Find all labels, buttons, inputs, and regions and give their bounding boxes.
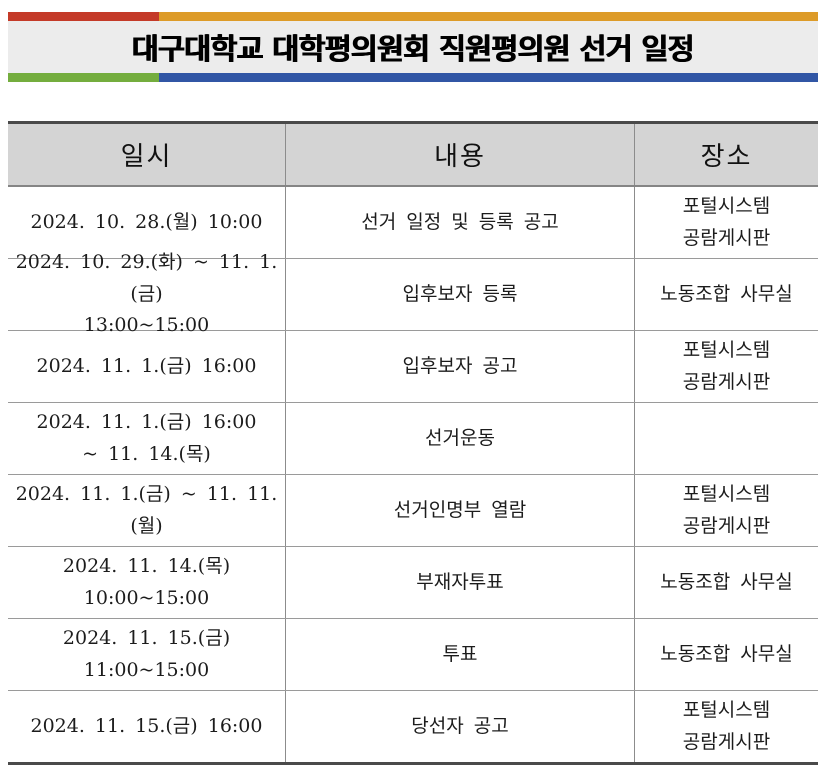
table-row: 2024. 11. 1.(금) 16:00 입후보자 공고 포털시스템 공람게시… xyxy=(8,331,818,403)
cell-location: 노동조합 사무실 xyxy=(660,282,793,305)
top-accent-bar xyxy=(8,12,818,21)
cell-content: 선거운동 xyxy=(286,403,635,474)
cell-datetime: 2024. 10. 28.(월) 10:00 xyxy=(8,187,286,258)
cell-content: 입후보자 등록 xyxy=(286,259,635,330)
cell-content: 선거인명부 열람 xyxy=(286,475,635,546)
table-row: 2024. 11. 14.(목) 10:00~15:00 부재자투표 노동조합 … xyxy=(8,547,818,619)
table-row: 2024. 11. 15.(금) 16:00 당선자 공고 포털시스템 공람게시… xyxy=(8,691,818,762)
cell-content: 입후보자 공고 xyxy=(286,331,635,402)
table-row: 2024. 11. 15.(금) 11:00~15:00 투표 노동조합 사무실 xyxy=(8,619,818,691)
table-row: 2024. 10. 29.(화) ~ 11. 1.(금) 13:00~15:00… xyxy=(8,251,818,336)
table-row: 2024. 11. 1.(금) ~ 11. 11.(월) 선거인명부 열람 포털… xyxy=(8,475,818,547)
title-band: 대구대학교 대학평의원회 직원평의원 선거 일정 xyxy=(8,21,818,73)
cell-location: 노동조합 사무실 xyxy=(660,642,793,665)
bottom-accent-bar xyxy=(8,73,818,82)
cell-datetime: 2024. 11. 14.(목) 10:00~15:00 xyxy=(8,547,286,618)
header-content: 내용 xyxy=(286,124,635,185)
cell-datetime: 2024. 11. 1.(금) 16:00 ~ 11. 14.(목) xyxy=(8,403,286,474)
cell-location: 포털시스템 공람게시판 xyxy=(682,195,771,249)
table-header-row: 일시 내용 장소 xyxy=(8,124,818,187)
election-schedule-table: 일시 내용 장소 2024. 10. 28.(월) 10:00 선거 일정 및 … xyxy=(8,121,818,765)
cell-content: 당선자 공고 xyxy=(286,691,635,762)
cell-location: 포털시스템 공람게시판 xyxy=(682,483,771,537)
cell-datetime: 2024. 11. 1.(금) ~ 11. 11.(월) xyxy=(8,475,286,546)
page-title: 대구대학교 대학평의원회 직원평의원 선거 일정 xyxy=(132,32,695,66)
cell-location xyxy=(635,403,818,474)
cell-content: 선거 일정 및 등록 공고 xyxy=(286,187,635,258)
top-accent-orange-segment xyxy=(159,12,818,21)
header-location: 장소 xyxy=(700,142,753,172)
cell-location: 포털시스템 공람게시판 xyxy=(682,699,771,753)
top-accent-red-segment xyxy=(8,12,159,21)
cell-datetime: 2024. 11. 15.(금) 16:00 xyxy=(8,691,286,762)
cell-datetime: 2024. 11. 15.(금) 11:00~15:00 xyxy=(8,619,286,690)
cell-datetime: 2024. 11. 1.(금) 16:00 xyxy=(8,331,286,402)
table-row: 2024. 10. 28.(월) 10:00 선거 일정 및 등록 공고 포털시… xyxy=(8,187,818,259)
table-row: 2024. 11. 1.(금) 16:00 ~ 11. 14.(목) 선거운동 xyxy=(8,403,818,475)
title-banner: 대구대학교 대학평의원회 직원평의원 선거 일정 xyxy=(8,12,818,82)
bottom-accent-green-segment xyxy=(8,73,159,82)
cell-datetime: 2024. 10. 29.(화) ~ 11. 1.(금) 13:00~15:00 xyxy=(8,251,286,336)
cell-content: 투표 xyxy=(286,619,635,690)
cell-content: 부재자투표 xyxy=(286,547,635,618)
bottom-accent-blue-segment xyxy=(159,73,818,82)
header-datetime: 일시 xyxy=(8,124,286,185)
cell-location: 포털시스템 공람게시판 xyxy=(682,339,771,393)
cell-location: 노동조합 사무실 xyxy=(660,570,793,593)
